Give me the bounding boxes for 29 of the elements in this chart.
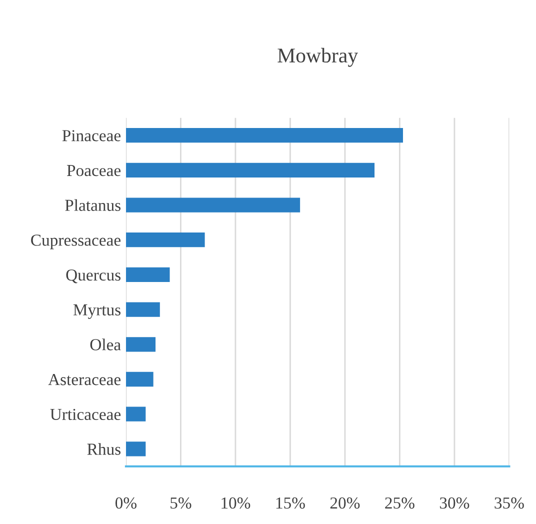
bar [126,267,170,282]
x-tick-label: 10% [222,497,250,509]
x-tick-label: 25% [385,497,414,509]
chart-title: Mowbray [278,48,358,67]
y-tick-label: Platanus [65,199,120,211]
bar [126,442,146,456]
bar [126,337,156,352]
y-tick-label: Asteraceae [48,374,121,386]
bar [126,406,146,422]
bar [126,302,160,317]
y-tick-label: Cupressaceae [31,234,121,250]
y-tick-label: Quercus [66,269,120,284]
y-tick-label: Pinaceae [62,130,121,142]
x-tick-label: 35% [494,497,524,509]
bar [126,128,403,143]
y-tick-label: Poaceae [66,165,121,176]
bar [126,198,300,212]
y-tick-label: Myrtus [73,304,120,319]
x-tick-label: 5% [170,497,192,509]
bar [126,232,205,248]
x-tick-label: 0% [115,497,136,509]
y-tick-label: Urticaceae [50,408,121,420]
bar [126,162,375,178]
bar [126,372,154,387]
y-tick-label: Rhus [87,443,120,455]
x-tick-label: 20% [330,497,360,509]
y-tick-label: Olea [90,338,121,350]
x-tick-label: 30% [440,497,470,509]
x-tick-label: 15% [276,497,305,509]
